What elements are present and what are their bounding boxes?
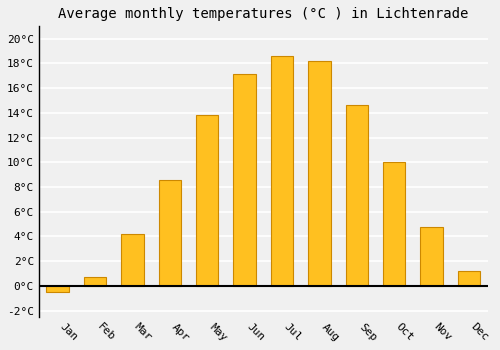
Bar	[458, 271, 480, 286]
Bar	[383, 162, 406, 286]
Bar	[196, 115, 218, 286]
Title: Average monthly temperatures (°C ) in Lichtenrade: Average monthly temperatures (°C ) in Li…	[58, 7, 469, 21]
Bar	[271, 56, 293, 286]
Bar	[158, 180, 181, 286]
Bar	[121, 234, 144, 286]
Bar	[84, 277, 106, 286]
Bar	[346, 105, 368, 286]
Bar	[420, 226, 443, 286]
Bar	[234, 75, 256, 286]
Bar	[46, 286, 68, 292]
Bar	[308, 61, 330, 286]
